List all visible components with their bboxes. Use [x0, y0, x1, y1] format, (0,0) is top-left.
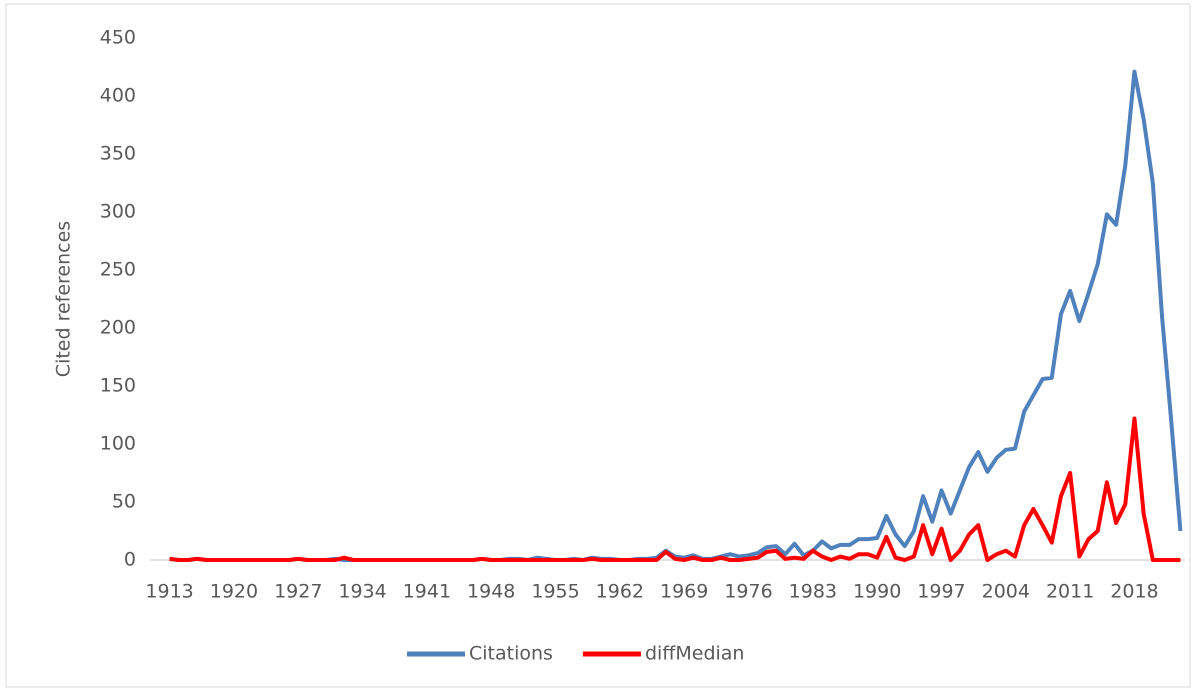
x-tick-label: 1990 — [853, 581, 901, 603]
y-tick-label: 150 — [100, 375, 136, 397]
x-tick-label: 1934 — [338, 581, 386, 603]
x-tick-label: 2004 — [982, 581, 1030, 603]
x-tick-label: 1962 — [596, 581, 644, 603]
legend-label: Citations — [469, 643, 553, 665]
x-tick-label: 1948 — [467, 581, 515, 603]
y-axis-title: Cited references — [53, 221, 75, 377]
x-tick-label: 1927 — [274, 581, 322, 603]
y-tick-label: 250 — [100, 259, 136, 281]
y-tick-label: 200 — [100, 317, 136, 339]
x-tick-label: 1920 — [210, 581, 258, 603]
y-tick-label: 450 — [100, 27, 136, 49]
x-tick-label: 1955 — [531, 581, 579, 603]
x-tick-label: 2018 — [1110, 581, 1158, 603]
series-line — [169, 69, 1183, 562]
x-tick-label: 1976 — [724, 581, 772, 603]
x-tick-label: 2011 — [1046, 581, 1094, 603]
y-tick-label: 400 — [100, 85, 136, 107]
x-tick-label: 1941 — [403, 581, 451, 603]
y-tick-label: 300 — [100, 201, 136, 223]
legend-label: diffMedian — [645, 643, 745, 665]
y-tick-label: 350 — [100, 143, 136, 165]
x-tick-label: 1997 — [917, 581, 965, 603]
x-tick-label: 1983 — [789, 581, 837, 603]
chart-frame — [5, 3, 1191, 688]
y-tick-label: 100 — [100, 433, 136, 455]
y-tick-label: 0 — [124, 549, 136, 571]
x-tick-label: 1913 — [145, 581, 193, 603]
x-tick-label: 1969 — [660, 581, 708, 603]
series-line — [169, 416, 1181, 562]
y-tick-label: 50 — [112, 491, 136, 513]
